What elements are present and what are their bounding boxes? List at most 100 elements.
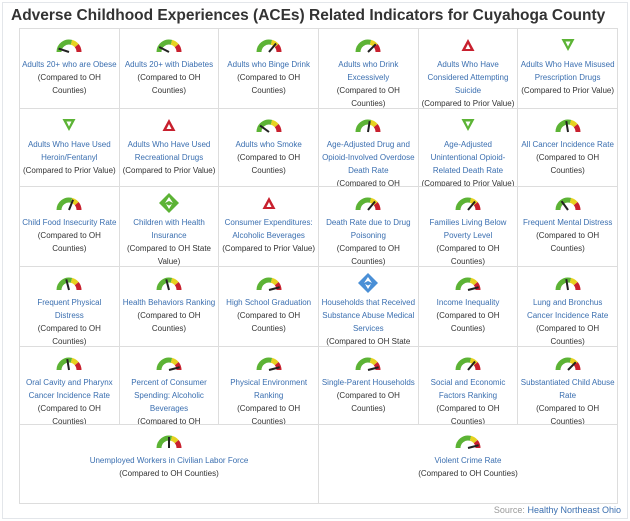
gauge-red-band bbox=[74, 44, 82, 53]
source: Source: Healthy Northeast Ohio bbox=[494, 505, 621, 515]
indicator-cell[interactable]: Adults Who Have Used Heroin/Fentanyl (Co… bbox=[20, 109, 120, 187]
indicator-cell[interactable]: Consumer Expenditures: Alcoholic Beverag… bbox=[219, 187, 319, 267]
page-title: Adverse Childhood Experiences (ACEs) Rel… bbox=[11, 7, 606, 24]
indicator-name[interactable]: Child Food Insecurity Rate bbox=[22, 218, 117, 227]
indicator-name[interactable]: Adults 20+ with Diabetes bbox=[124, 60, 214, 69]
gauge-yellow-band bbox=[71, 357, 79, 366]
indicator-cell[interactable]: Physical Environment Ranking (Compared t… bbox=[219, 347, 319, 425]
indicator-name[interactable]: Oral Cavity and Pharynx Cancer Incidence… bbox=[25, 378, 113, 400]
indicator-cell[interactable]: Child Food Insecurity Rate (Compared to … bbox=[20, 187, 120, 267]
indicator-comparison: (Compared to OH Counties) bbox=[137, 73, 201, 95]
indicator-name[interactable]: Death Rate due to Drug Poisoning bbox=[326, 218, 411, 240]
indicator-name[interactable]: Social and Economic Factors Ranking bbox=[430, 378, 506, 400]
indicator-name[interactable]: Adults who Smoke bbox=[235, 140, 302, 149]
gauge-green-band bbox=[156, 39, 173, 53]
indicator-cell[interactable]: Adults 20+ who are Obese (Compared to OH… bbox=[20, 29, 120, 109]
indicator-name[interactable]: Physical Environment Ranking bbox=[230, 378, 308, 400]
gauge-green-band bbox=[555, 277, 571, 291]
gauge-red-band bbox=[174, 44, 182, 53]
indicator-cell[interactable]: Households that Received Substance Abuse… bbox=[318, 267, 419, 347]
gauge-needle bbox=[564, 278, 569, 291]
indicator-name[interactable]: Lung and Bronchus Cancer Incidence Rate bbox=[526, 298, 609, 320]
indicator-name[interactable]: All Cancer Incidence Rate bbox=[521, 140, 614, 149]
triangle-up-red-icon bbox=[219, 193, 318, 213]
indicator-cell[interactable]: Adults who Smoke (Compared to OH Countie… bbox=[219, 109, 319, 187]
indicator-name[interactable]: Adults Who Have Used Heroin/Fentanyl bbox=[27, 140, 111, 162]
indicator-name[interactable]: Adults who Drink Excessively bbox=[338, 60, 399, 82]
gauge-yellow-band bbox=[170, 277, 179, 286]
gauge-red-band bbox=[373, 44, 381, 53]
indicator-name[interactable]: Substantiated Child Abuse Rate bbox=[520, 378, 615, 400]
indicator-cell[interactable]: Adults Who Have Considered Attempting Su… bbox=[418, 29, 519, 109]
gauge-icon bbox=[120, 35, 219, 55]
indicator-cell[interactable]: Unemployed Workers in Civilian Labor For… bbox=[20, 425, 319, 504]
indicator-cell[interactable]: Adults Who Have Used Recreational Drugs … bbox=[119, 109, 220, 187]
indicator-cell[interactable]: Adults who Binge Drink (Compared to OH C… bbox=[219, 29, 319, 109]
indicator-name[interactable]: Adults 20+ who are Obese bbox=[22, 60, 117, 69]
indicator-comparison: (Compared to OH Counties) bbox=[237, 311, 301, 333]
indicator-name[interactable]: Adults Who Have Misused Prescription Dru… bbox=[520, 60, 615, 82]
indicator-cell[interactable]: Age-Adjusted Drug and Opioid-Involved Ov… bbox=[318, 109, 419, 187]
gauge-icon bbox=[120, 273, 219, 293]
source-link[interactable]: Healthy Northeast Ohio bbox=[527, 505, 621, 515]
indicator-cell[interactable]: Frequent Mental Distress (Compared to OH… bbox=[518, 187, 618, 267]
indicator-cell[interactable]: Adults who Drink Excessively (Compared t… bbox=[318, 29, 419, 109]
indicator-name[interactable]: Children with Health Insurance bbox=[133, 218, 205, 240]
indicator-name[interactable]: Unemployed Workers in Civilian Labor For… bbox=[89, 456, 249, 465]
gauge-yellow-band bbox=[71, 197, 79, 206]
indicator-name[interactable]: Health Behaviors Ranking bbox=[122, 298, 216, 307]
indicator-comparison: (Compared to OH Counties) bbox=[336, 86, 400, 108]
indicator-cell[interactable]: Social and Economic Factors Ranking (Com… bbox=[418, 347, 519, 425]
indicator-name[interactable]: Frequent Mental Distress bbox=[522, 218, 613, 227]
indicator-cell[interactable]: High School Graduation (Compared to OH C… bbox=[219, 267, 319, 347]
gauge-green-band bbox=[355, 197, 372, 211]
gauge-green-band bbox=[156, 435, 173, 449]
indicator-name[interactable]: Age-Adjusted Drug and Opioid-Involved Ov… bbox=[322, 140, 415, 175]
indicator-name[interactable]: Single-Parent Households bbox=[321, 378, 415, 387]
gauge-icon bbox=[419, 353, 518, 373]
gauge-icon bbox=[219, 273, 318, 293]
indicator-name[interactable]: Violent Crime Rate bbox=[434, 456, 502, 465]
gauge-icon bbox=[518, 193, 617, 213]
indicator-cell[interactable]: Lung and Bronchus Cancer Incidence Rate … bbox=[518, 267, 618, 347]
indicator-name[interactable]: Percent of Consumer Spending: Alcoholic … bbox=[131, 378, 207, 413]
gauge-needle bbox=[268, 366, 280, 371]
triangle-down-green-icon bbox=[419, 115, 518, 135]
indicator-cell[interactable]: Frequent Physical Distress (Compared to … bbox=[20, 267, 120, 347]
gauge-needle bbox=[367, 43, 377, 53]
indicator-cell[interactable]: Children with Health Insurance (Compared… bbox=[119, 187, 220, 267]
indicator-name[interactable]: Adults Who Have Used Recreational Drugs bbox=[127, 140, 211, 162]
indicator-name[interactable]: Consumer Expenditures: Alcoholic Beverag… bbox=[224, 218, 313, 240]
indicator-cell[interactable]: Oral Cavity and Pharynx Cancer Incidence… bbox=[20, 347, 120, 425]
gauge-green-band bbox=[256, 277, 272, 291]
indicator-cell[interactable]: Death Rate due to Drug Poisoning (Compar… bbox=[318, 187, 419, 267]
indicator-name[interactable]: Age-Adjusted Unintentional Opioid-Relate… bbox=[430, 140, 506, 175]
indicator-comparison: (Compared to Prior Value) bbox=[122, 166, 216, 175]
indicator-cell[interactable]: Substantiated Child Abuse Rate (Compared… bbox=[518, 347, 618, 425]
indicator-name[interactable]: Families Living Below Poverty Level bbox=[429, 218, 507, 240]
gauge-icon bbox=[319, 193, 418, 213]
indicator-cell[interactable]: Age-Adjusted Unintentional Opioid-Relate… bbox=[418, 109, 519, 187]
indicator-cell[interactable]: Violent Crime Rate (Compared to OH Count… bbox=[318, 425, 618, 504]
indicator-cell[interactable]: All Cancer Incidence Rate (Compared to O… bbox=[518, 109, 618, 187]
gauge-needle bbox=[259, 124, 270, 133]
indicator-cell[interactable]: Adults Who Have Misused Prescription Dru… bbox=[518, 29, 618, 109]
indicator-comparison: (Compared to OH State Value) bbox=[326, 337, 411, 346]
indicator-cell[interactable]: Health Behaviors Ranking (Compared to OH… bbox=[119, 267, 220, 347]
gauge-red-band bbox=[373, 124, 381, 133]
indicator-name[interactable]: High School Graduation bbox=[226, 298, 312, 307]
gauge-green-band bbox=[455, 357, 472, 371]
indicator-cell[interactable]: Percent of Consumer Spending: Alcoholic … bbox=[119, 347, 220, 425]
indicator-cell[interactable]: Single-Parent Households (Compared to OH… bbox=[318, 347, 419, 425]
indicator-name[interactable]: Adults who Binge Drink bbox=[227, 60, 311, 69]
indicator-name[interactable]: Adults Who Have Considered Attempting Su… bbox=[427, 60, 509, 95]
indicator-cell[interactable]: Families Living Below Poverty Level (Com… bbox=[418, 187, 519, 267]
indicator-cell[interactable]: Adults 20+ with Diabetes (Compared to OH… bbox=[119, 29, 220, 109]
gauge-red-band bbox=[74, 362, 82, 371]
indicator-name[interactable]: Frequent Physical Distress bbox=[37, 298, 102, 320]
indicator-name[interactable]: Households that Received Substance Abuse… bbox=[321, 298, 416, 333]
gauge-needle bbox=[168, 366, 180, 371]
indicator-cell[interactable]: Income Inequality (Compared to OH Counti… bbox=[418, 267, 519, 347]
indicator-name[interactable]: Income Inequality bbox=[436, 298, 500, 307]
